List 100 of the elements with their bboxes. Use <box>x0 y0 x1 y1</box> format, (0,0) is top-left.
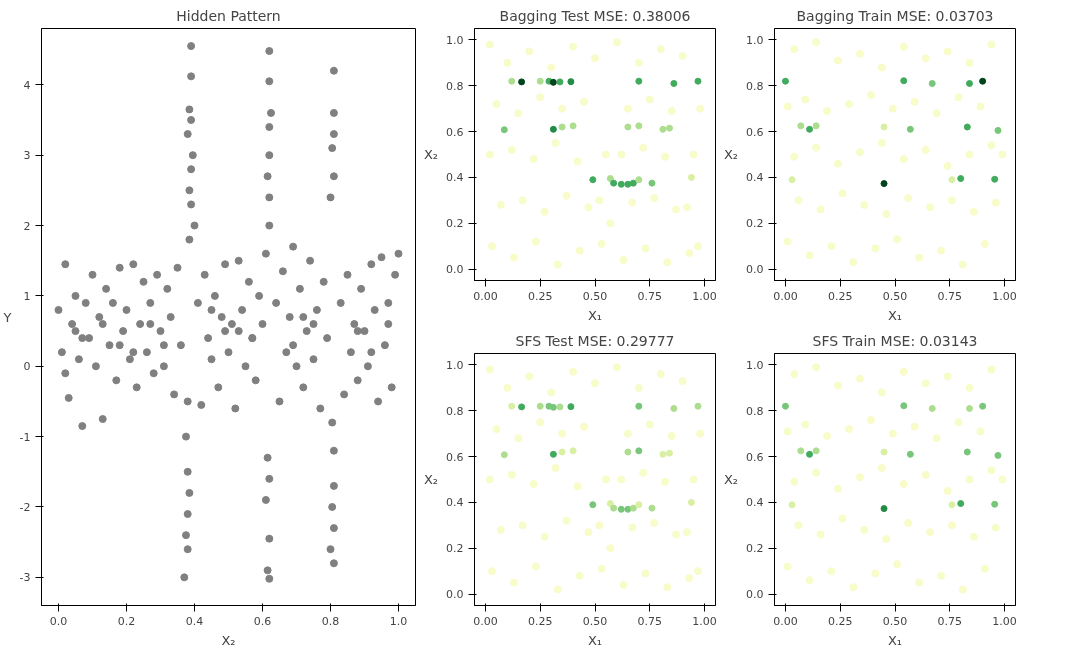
point <box>689 150 698 159</box>
point <box>641 244 650 253</box>
point <box>623 429 632 438</box>
point <box>551 139 560 148</box>
point <box>326 193 335 202</box>
point <box>834 159 843 168</box>
point <box>573 157 582 166</box>
point <box>882 210 891 219</box>
point <box>183 467 192 476</box>
point <box>685 249 694 257</box>
point <box>790 477 799 486</box>
point <box>531 237 540 246</box>
x-axis-title: X₁ <box>887 632 903 648</box>
point <box>188 151 197 160</box>
point <box>659 450 667 458</box>
point <box>991 175 999 183</box>
point <box>790 45 799 54</box>
point <box>553 260 562 269</box>
point <box>485 475 494 484</box>
point <box>589 501 597 509</box>
point <box>187 165 196 174</box>
point <box>926 203 935 212</box>
y-tick-label: 1.0 <box>446 358 464 372</box>
y-tick-label: 1 <box>23 289 31 303</box>
point <box>976 427 985 436</box>
point <box>569 42 578 51</box>
point <box>558 104 567 113</box>
x-tick-label: 0.25 <box>827 289 853 303</box>
point <box>595 521 604 530</box>
point <box>906 450 914 458</box>
point <box>877 388 886 397</box>
point <box>969 207 978 216</box>
point <box>805 576 814 585</box>
point <box>979 402 987 410</box>
point <box>265 77 274 86</box>
y-tick-label: -3 <box>19 571 31 585</box>
point <box>672 205 681 214</box>
point <box>634 58 643 67</box>
x-axis-title: X₁ <box>887 307 903 323</box>
point <box>549 78 557 86</box>
point <box>329 130 338 139</box>
point <box>190 221 199 230</box>
point <box>790 370 799 379</box>
x-axis-title: X₁ <box>587 632 603 648</box>
point <box>569 122 577 130</box>
y-axis-title: Y <box>2 309 12 325</box>
point <box>612 363 621 372</box>
point <box>855 49 864 58</box>
point <box>899 480 908 489</box>
point <box>628 523 637 532</box>
point <box>606 219 615 228</box>
point <box>606 500 614 508</box>
point <box>185 488 194 497</box>
point <box>838 514 847 523</box>
x-tick-label: 0.50 <box>882 289 908 303</box>
point <box>696 104 705 113</box>
point <box>965 58 974 67</box>
point <box>518 403 526 411</box>
point <box>624 505 632 513</box>
point <box>265 474 274 483</box>
y-tick-label: 0.8 <box>446 79 464 93</box>
point <box>547 388 556 397</box>
point <box>265 47 274 56</box>
point <box>893 235 902 244</box>
point <box>877 464 886 473</box>
point <box>575 246 584 255</box>
point <box>492 425 501 434</box>
point <box>267 108 275 117</box>
point <box>991 523 1000 532</box>
point <box>965 404 973 412</box>
point <box>641 569 650 578</box>
point <box>788 176 796 184</box>
point <box>994 451 1002 459</box>
x-tick-label: 0.00 <box>773 614 798 628</box>
point <box>965 383 974 392</box>
point <box>650 194 659 203</box>
point <box>656 370 665 379</box>
point <box>187 200 196 209</box>
y-tick-label: 4 <box>23 78 31 92</box>
point <box>661 477 670 486</box>
point <box>187 72 196 81</box>
point <box>932 434 941 443</box>
point <box>617 475 626 484</box>
point <box>816 205 825 214</box>
y-axis-title: X₂ <box>723 472 739 487</box>
point <box>496 525 505 534</box>
point <box>591 379 599 388</box>
point <box>871 569 880 578</box>
point <box>888 429 897 438</box>
point <box>606 544 615 553</box>
point <box>906 125 914 133</box>
point <box>806 450 814 458</box>
point <box>943 372 952 381</box>
point <box>525 47 534 56</box>
x-tick-label: 0.75 <box>637 289 663 303</box>
y-tick-label: 0.6 <box>446 125 464 139</box>
point <box>954 93 963 102</box>
point <box>943 47 952 56</box>
point <box>866 415 875 424</box>
point <box>783 237 792 246</box>
